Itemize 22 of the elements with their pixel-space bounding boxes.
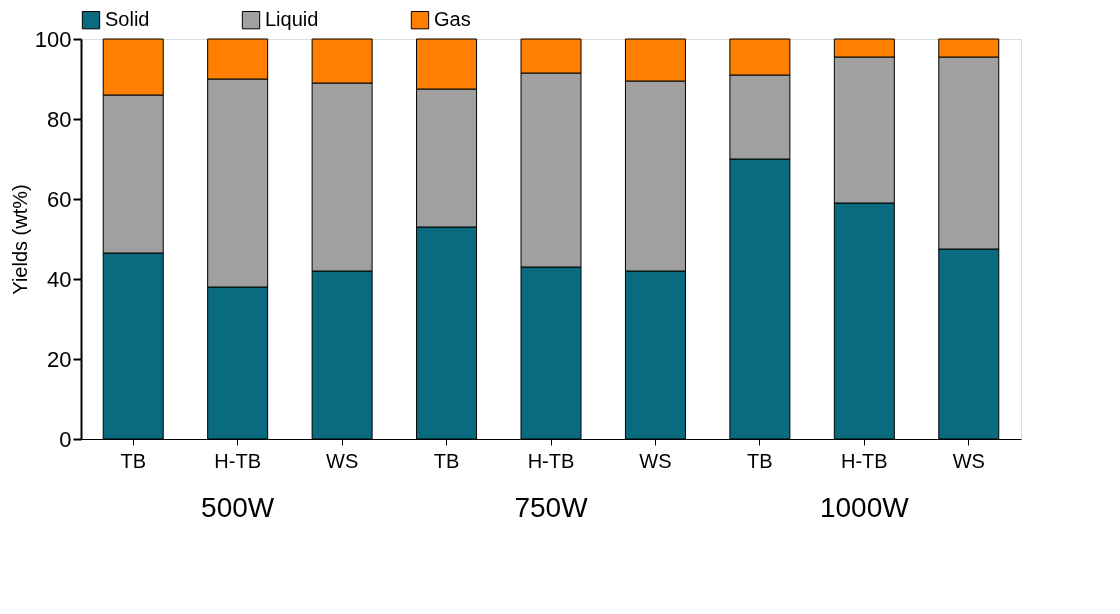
x-tick-label: WS [639, 449, 672, 472]
y-axis-title: Yields (wt%) [8, 184, 31, 295]
y-tick-label: 20 [47, 346, 72, 372]
legend-label: Solid [105, 8, 150, 31]
y-tick-label: 40 [47, 266, 72, 292]
text: 500W [201, 492, 275, 523]
x-tick-label: H-TB [527, 449, 575, 472]
legend-label: Liquid [265, 8, 319, 31]
x-tick-label: TB [120, 449, 146, 472]
y-tick-label: 80 [47, 106, 72, 132]
x-tick-label: WS [326, 449, 359, 472]
y-tick-label: 100 [34, 26, 72, 52]
x-tick-label: WS [952, 449, 985, 472]
x-tick-label: TB [747, 449, 773, 472]
text: 750W [514, 492, 589, 523]
y-tick-label: 60 [47, 186, 72, 212]
text: 1000W [819, 492, 910, 523]
x-tick-label: TB [433, 449, 460, 472]
legend-label: Gas [434, 8, 471, 31]
y-tick-label: 0 [59, 426, 72, 452]
x-tick-label: H-TB [214, 449, 261, 472]
x-tick-label: H-TB [841, 449, 888, 472]
